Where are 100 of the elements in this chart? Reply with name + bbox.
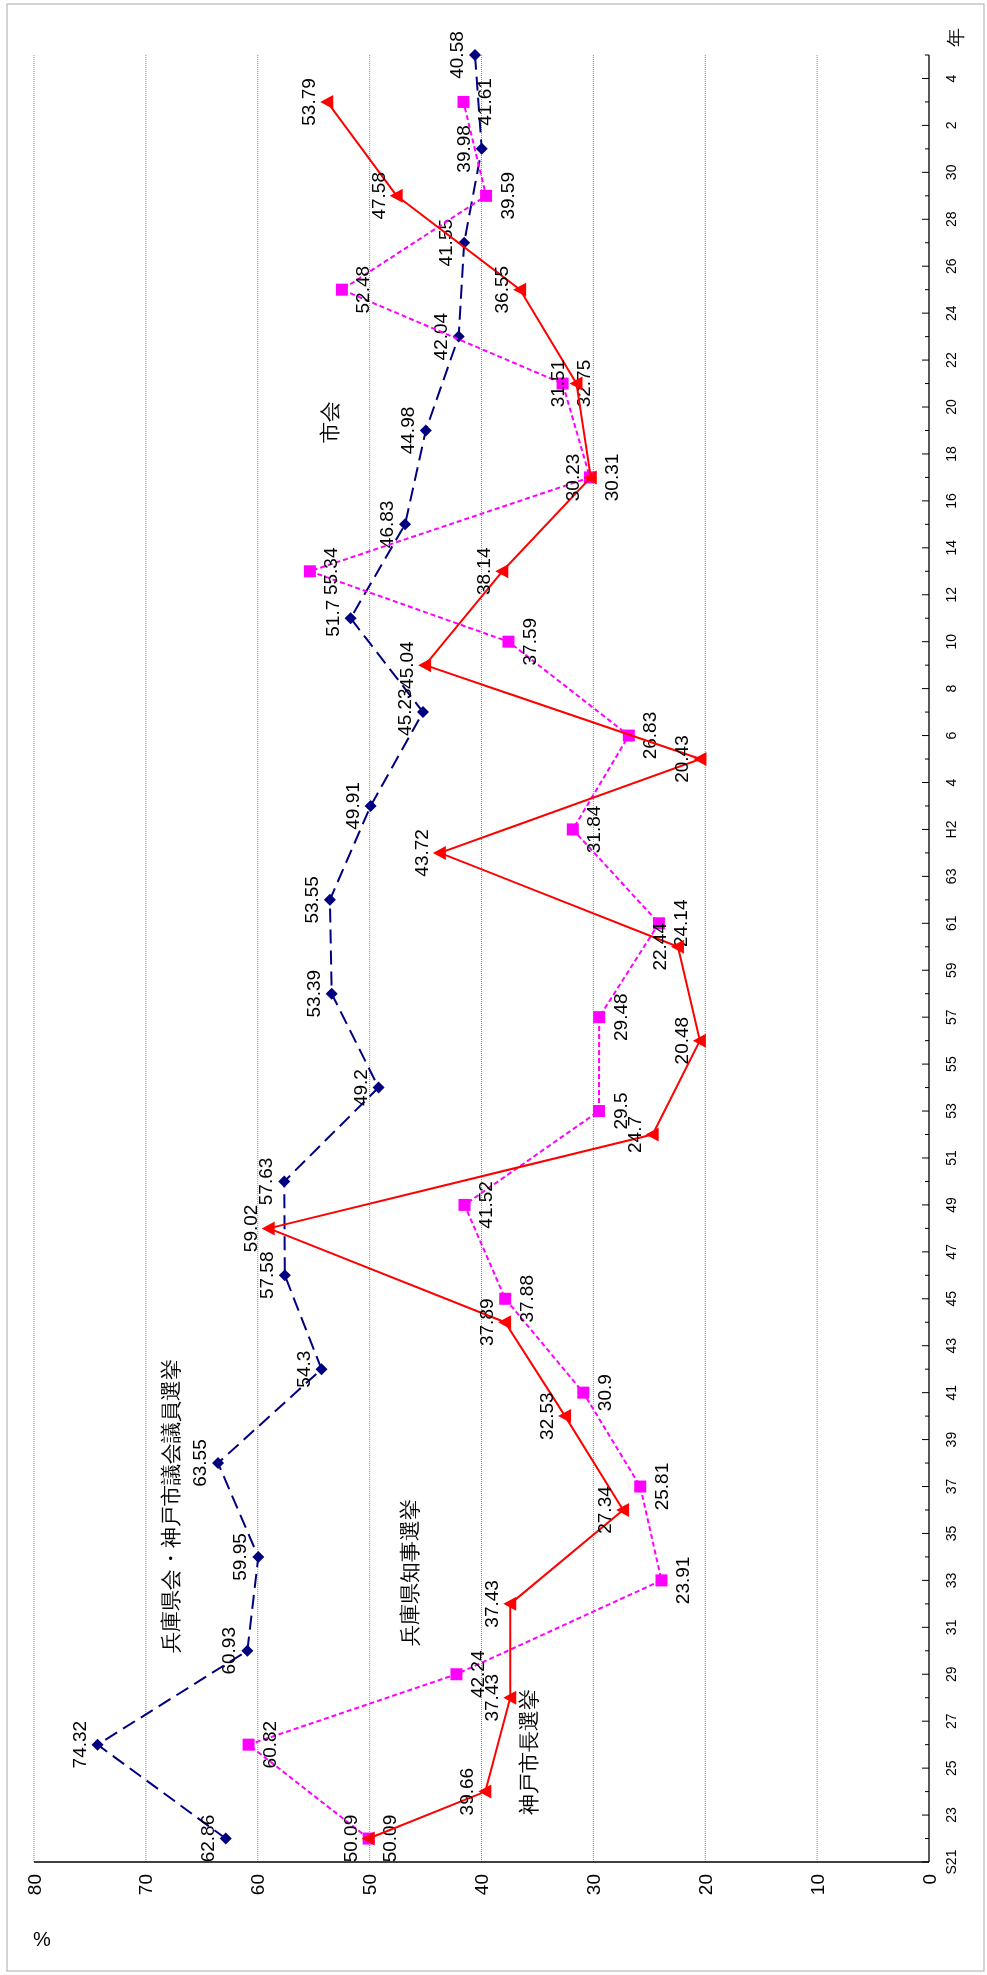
y-tick-label: 18	[943, 445, 959, 462]
y-tick-label: 4	[943, 778, 959, 787]
point	[478, 1784, 492, 1799]
y-tick-label: 4	[943, 74, 959, 83]
data-label: 26.83	[639, 711, 661, 760]
y-tick-label: 61	[943, 915, 959, 932]
point	[320, 94, 334, 109]
data-label: 55.34	[320, 547, 342, 596]
data-label: 22.44	[648, 922, 670, 971]
y-tick-label: 49	[943, 1196, 959, 1213]
data-label: 53.55	[300, 876, 322, 924]
data-label: 60.82	[259, 1720, 281, 1769]
data-label: 74.32	[68, 1720, 90, 1769]
y-tick-label: 47	[943, 1243, 959, 1260]
data-label: 45.04	[396, 640, 418, 689]
data-label: 20.43	[671, 735, 693, 783]
y-tick-label: 20	[943, 399, 959, 415]
text: 兵庫県会・神戸市議会議員選挙	[158, 1359, 182, 1654]
y-tick-label: 33	[943, 1572, 959, 1589]
data-label: 53.79	[298, 78, 320, 126]
y-tick-label: 53	[943, 1103, 959, 1119]
y-tick-label: 8	[943, 684, 959, 693]
point	[212, 1457, 225, 1470]
data-label: 40.58	[446, 31, 468, 79]
point	[219, 1832, 232, 1845]
x-tick-label: 30	[582, 1874, 604, 1896]
point	[513, 282, 527, 297]
y-tick-label: 29	[943, 1666, 959, 1683]
point	[469, 49, 482, 61]
point	[419, 424, 432, 437]
data-label: 57.58	[255, 1251, 277, 1300]
point	[450, 1668, 463, 1681]
data-label: 31.84	[583, 805, 605, 854]
y-tick-label: 57	[943, 1009, 959, 1025]
data-label: 27.34	[594, 1485, 616, 1534]
y-tick-label: 39	[943, 1431, 959, 1448]
data-label: 24.14	[669, 899, 691, 948]
y-tick-label: 63	[943, 868, 959, 885]
data-label: 20.48	[670, 1016, 692, 1065]
y-tick-label: 22	[943, 352, 959, 368]
point	[593, 1011, 606, 1024]
data-label: 62.86	[196, 1814, 218, 1863]
data-label: 37.43	[481, 1580, 503, 1628]
data-label: 39.59	[496, 172, 518, 220]
x-tick-label: 60	[247, 1874, 269, 1896]
point	[372, 1081, 385, 1094]
text: 兵庫県知事選挙	[398, 1499, 422, 1647]
y-axis-title: 年	[944, 27, 966, 47]
y-tick-label: 26	[943, 258, 959, 274]
y-tick-label: 23	[943, 1807, 959, 1823]
point	[325, 987, 338, 1000]
point	[399, 518, 412, 531]
point	[558, 1409, 572, 1424]
data-label: 36.55	[491, 265, 513, 314]
data-label: 59.02	[239, 1204, 261, 1253]
point	[432, 845, 446, 860]
y-tick-label: 28	[943, 211, 959, 228]
point	[503, 1690, 517, 1705]
point	[323, 893, 336, 906]
text: 神戸市長選挙	[517, 1688, 541, 1815]
point	[241, 1644, 254, 1657]
point	[278, 1269, 291, 1282]
y-tick-label: 41	[943, 1384, 959, 1401]
data-label: 59.95	[229, 1533, 251, 1581]
data-label: 37.88	[515, 1275, 537, 1323]
point	[499, 1292, 512, 1305]
point	[457, 95, 470, 108]
data-label: 30.23	[561, 453, 583, 502]
point	[261, 1221, 275, 1236]
data-label: 54.3	[292, 1350, 314, 1388]
data-label: 37.59	[519, 617, 541, 666]
annotation: 市会	[317, 400, 341, 443]
data-label: 37.89	[476, 1298, 498, 1347]
y-tick-label: 45	[943, 1290, 959, 1307]
data-label: 29.48	[609, 993, 631, 1041]
data-label: 38.14	[473, 547, 495, 596]
y-tick-label: 12	[943, 586, 959, 603]
point	[303, 565, 316, 578]
data-label: 31.51	[547, 359, 569, 408]
y-tick-label: 6	[943, 731, 959, 740]
y-tick-label: 59	[943, 962, 959, 979]
y-tick-label: 37	[943, 1478, 959, 1495]
data-label: 60.93	[218, 1627, 240, 1675]
data-label: 47.58	[367, 172, 389, 220]
y-tick-label: 35	[943, 1525, 959, 1542]
y-tick-label: 16	[943, 492, 959, 509]
data-label: 49.91	[341, 782, 363, 830]
y-tick-label: 25	[943, 1760, 959, 1776]
y-tick-label: S21	[943, 1849, 959, 1875]
point	[634, 1480, 647, 1493]
point	[91, 1738, 104, 1751]
point	[364, 799, 377, 812]
y-tick-label: 27	[943, 1713, 959, 1729]
point	[315, 1363, 328, 1376]
x-tick-label: 50	[359, 1874, 381, 1896]
point	[655, 1574, 668, 1587]
x-tick-label: 10	[806, 1874, 828, 1896]
x-tick-label: 0	[918, 1874, 940, 1885]
x-tick-label: 40	[471, 1874, 492, 1896]
point	[278, 1175, 291, 1188]
